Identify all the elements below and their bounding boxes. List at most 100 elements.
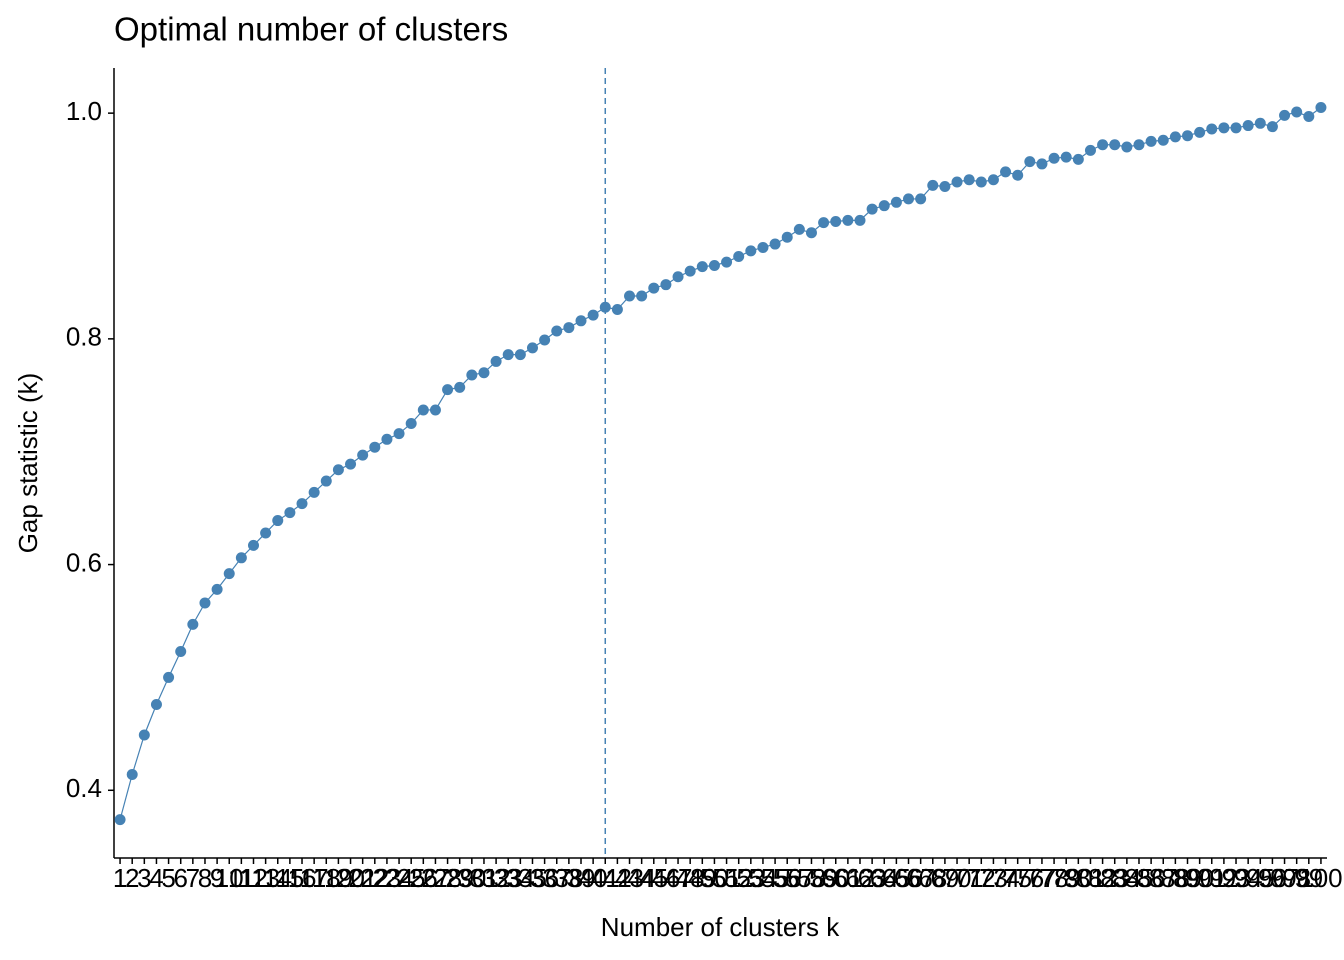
data-point bbox=[429, 404, 441, 416]
data-point bbox=[903, 193, 915, 205]
data-point bbox=[1242, 120, 1254, 132]
x-tick-label: 4 bbox=[149, 863, 163, 893]
data-point bbox=[1036, 158, 1048, 170]
data-point bbox=[150, 699, 162, 711]
x-tick-label: 28 bbox=[433, 863, 462, 893]
data-point bbox=[211, 583, 223, 595]
x-tick-label: 11 bbox=[228, 863, 255, 893]
x-tick-label: 94 bbox=[1234, 863, 1263, 893]
x-tick-label: 89 bbox=[1173, 863, 1202, 893]
x-tick-label: 31 bbox=[470, 863, 499, 893]
data-point bbox=[1169, 131, 1181, 143]
x-tick-label: 53 bbox=[736, 863, 765, 893]
x-tick-label: 15 bbox=[275, 863, 304, 893]
data-point bbox=[939, 181, 951, 192]
data-point bbox=[357, 449, 369, 461]
x-tick-label: 41 bbox=[591, 863, 620, 893]
data-point bbox=[927, 179, 939, 191]
x-tick-label: 48 bbox=[676, 863, 705, 893]
x-tick-label: 73 bbox=[979, 863, 1008, 893]
x-tick-label: 21 bbox=[348, 863, 377, 893]
data-point bbox=[878, 200, 890, 212]
data-point bbox=[854, 214, 866, 226]
x-tick-label: 17 bbox=[300, 863, 329, 893]
x-tick-label: 37 bbox=[542, 863, 571, 893]
data-point bbox=[587, 309, 599, 321]
data-point bbox=[1254, 117, 1266, 129]
data-point bbox=[696, 261, 708, 273]
data-point bbox=[381, 433, 393, 445]
x-tick-label: 46 bbox=[651, 863, 680, 893]
x-tick-label: 50 bbox=[700, 863, 729, 893]
x-tick-label: 56 bbox=[773, 863, 802, 893]
x-tick-label: 62 bbox=[846, 863, 875, 893]
x-tick-label: 99 bbox=[1294, 863, 1323, 893]
x-tick-label: 66 bbox=[894, 863, 923, 893]
x-tick-label: 91 bbox=[1197, 863, 1226, 893]
data-point bbox=[1084, 144, 1096, 156]
data-point bbox=[757, 241, 769, 253]
data-point bbox=[1315, 102, 1327, 113]
data-point bbox=[1133, 139, 1145, 151]
x-tick-label: 83 bbox=[1100, 863, 1129, 893]
data-point bbox=[138, 729, 150, 741]
x-tick-label: 80 bbox=[1064, 863, 1093, 893]
x-tick-label: 45 bbox=[639, 863, 668, 893]
x-tick-label: 69 bbox=[930, 863, 959, 893]
x-tick-label: 14 bbox=[263, 863, 292, 893]
data-point bbox=[805, 227, 817, 239]
x-tick-label: 29 bbox=[445, 863, 474, 893]
x-tick-label: 16 bbox=[288, 863, 317, 893]
data-point bbox=[284, 507, 296, 519]
data-point bbox=[478, 367, 490, 379]
data-point bbox=[1303, 111, 1315, 123]
data-point bbox=[708, 260, 720, 271]
data-point bbox=[745, 245, 757, 257]
x-tick-label: 10 bbox=[215, 863, 244, 893]
x-tick-label: 67 bbox=[906, 863, 935, 893]
data-point bbox=[187, 618, 199, 630]
data-point bbox=[721, 256, 733, 268]
data-point bbox=[199, 597, 211, 609]
x-tick-label: 38 bbox=[554, 863, 583, 893]
data-point bbox=[1230, 122, 1242, 134]
data-point bbox=[308, 486, 320, 498]
x-tick-label: 12 bbox=[239, 863, 268, 893]
x-tick-label: 74 bbox=[991, 863, 1020, 893]
data-point bbox=[296, 498, 308, 510]
x-tick-label: 79 bbox=[1052, 863, 1081, 893]
x-tick-label: 34 bbox=[506, 863, 535, 893]
data-point bbox=[648, 282, 660, 294]
data-point bbox=[514, 349, 526, 361]
data-point bbox=[405, 418, 417, 429]
data-point bbox=[599, 301, 611, 313]
x-tick-label: 68 bbox=[918, 863, 947, 893]
x-tick-label: 7 bbox=[186, 863, 200, 893]
data-point bbox=[611, 304, 623, 316]
data-point bbox=[1182, 130, 1194, 142]
x-tick-label: 9 bbox=[210, 863, 224, 893]
data-point bbox=[235, 552, 247, 564]
data-point bbox=[526, 342, 538, 354]
x-tick-label: 96 bbox=[1258, 863, 1287, 893]
x-tick-label: 51 bbox=[712, 863, 741, 893]
data-point bbox=[818, 217, 830, 229]
data-point bbox=[332, 464, 344, 476]
x-tick-label: 59 bbox=[809, 863, 838, 893]
data-point bbox=[466, 369, 478, 381]
data-point bbox=[442, 384, 454, 396]
data-point bbox=[636, 290, 648, 302]
data-point bbox=[963, 174, 975, 186]
data-point bbox=[502, 349, 514, 361]
x-tick-label: 87 bbox=[1149, 863, 1178, 893]
x-tick-label: 88 bbox=[1161, 863, 1190, 893]
x-tick-label: 76 bbox=[1015, 863, 1044, 893]
x-tick-label: 20 bbox=[336, 863, 365, 893]
x-tick-label: 40 bbox=[579, 863, 608, 893]
x-tick-label: 95 bbox=[1246, 863, 1275, 893]
data-point bbox=[915, 193, 927, 205]
data-point bbox=[1048, 152, 1060, 164]
data-point bbox=[247, 539, 259, 551]
data-point bbox=[842, 214, 854, 226]
data-point bbox=[163, 671, 175, 683]
